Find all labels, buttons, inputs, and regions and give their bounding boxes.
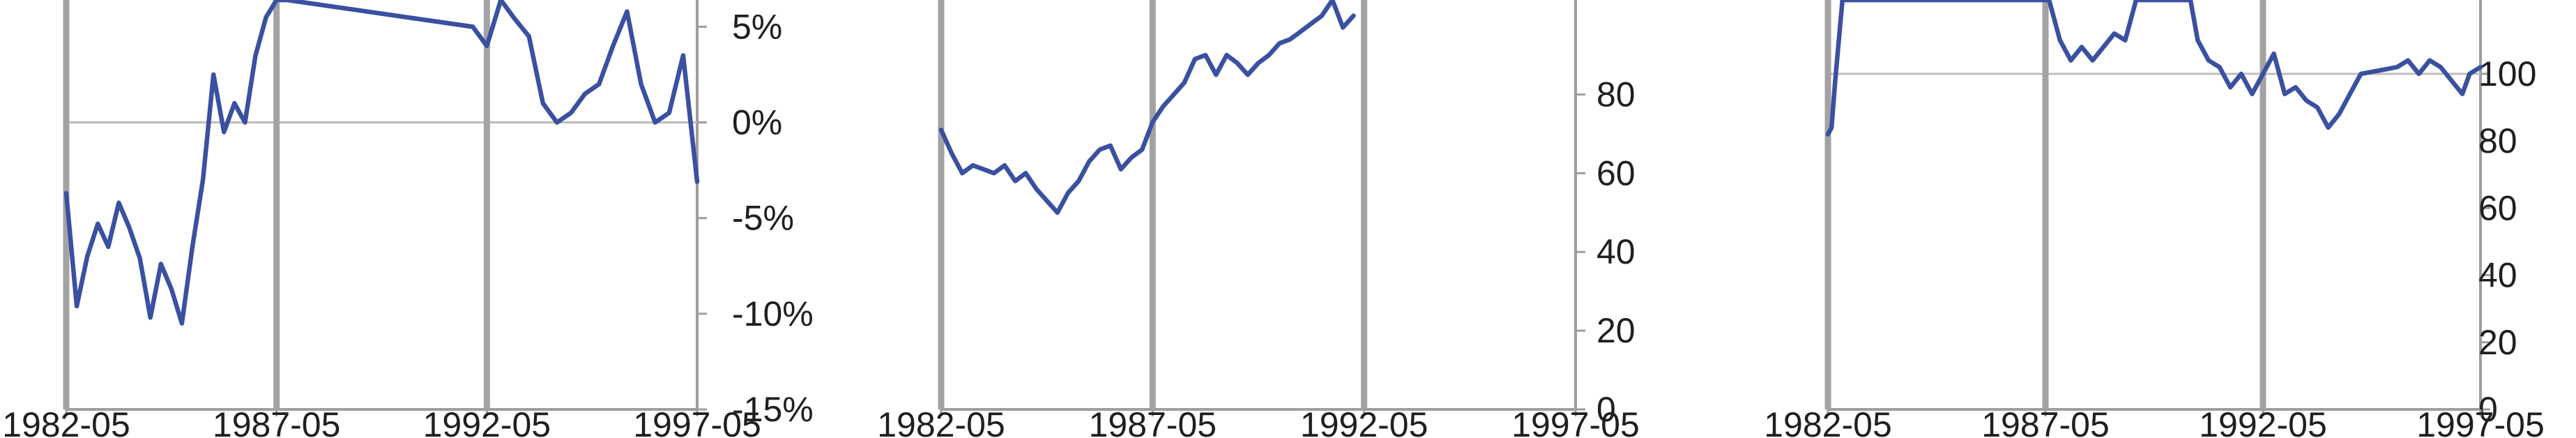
x-tick-label: 1992-05 [2199, 405, 2327, 438]
x-tick-label: 1982-05 [877, 405, 1005, 438]
x-tick-label: 1997-05 [1511, 405, 1640, 438]
y-tick-label: -5% [732, 199, 794, 238]
y-tick-label: 100 [2478, 54, 2536, 93]
x-tick-label: 1992-05 [423, 405, 551, 438]
y-tick-label: -10% [732, 294, 814, 333]
x-tick-label: 1997-05 [633, 405, 761, 438]
x-tick-label: 1992-05 [1300, 405, 1428, 438]
y-tick-label: 60 [1596, 153, 1636, 192]
y-tick-label: 0% [732, 103, 782, 142]
y-tick-label: 5% [732, 7, 782, 46]
y-tick-label: 40 [2478, 256, 2517, 295]
x-tick-label: 1987-05 [213, 405, 341, 438]
x-tick-label: 1987-05 [1089, 405, 1217, 438]
x-tick-label: 1997-05 [2416, 405, 2545, 438]
x-tick-label: 1982-05 [2, 405, 130, 438]
series-line [66, 0, 697, 324]
series-line [1828, 0, 2480, 135]
y-tick-label: 20 [1596, 311, 1636, 350]
y-tick-label: 80 [1596, 75, 1636, 114]
chart-price-change: -15%-10%-5%0%5%1982-05 1987-05 1992-05 1997… [2, 0, 813, 438]
x-tick-label: 1982-05 [1764, 405, 1892, 438]
y-tick-label: 60 [2478, 188, 2517, 227]
y-tick-label: 80 [2478, 121, 2517, 160]
x-tick-label: 1987-05 [1981, 405, 2110, 438]
series-line [941, 0, 1354, 213]
y-tick-label: 40 [1596, 232, 1636, 271]
y-tick-label: 20 [2478, 323, 2517, 362]
